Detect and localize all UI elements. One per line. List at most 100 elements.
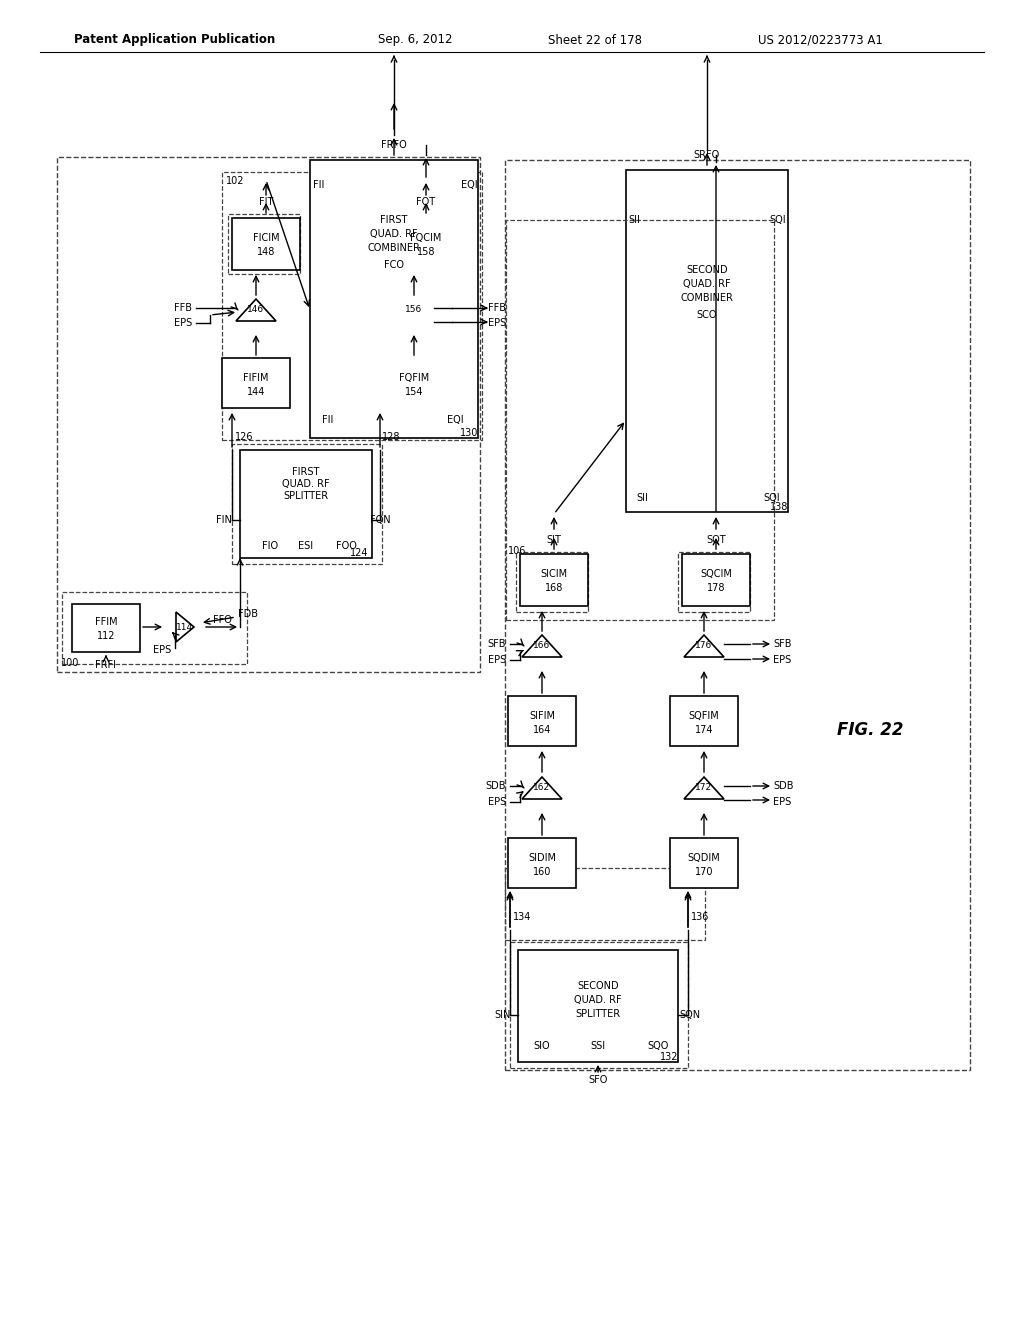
Polygon shape (684, 635, 724, 657)
Text: QUAD. RF: QUAD. RF (574, 995, 622, 1005)
Text: FRFI: FRFI (95, 660, 117, 671)
Text: FQFIM: FQFIM (399, 374, 429, 383)
Text: EQI: EQI (447, 414, 464, 425)
Bar (392, 218, 460, 271)
Bar (510, 942, 688, 1068)
Text: SII: SII (636, 492, 648, 503)
Text: SECOND: SECOND (686, 265, 728, 275)
Text: SQN: SQN (679, 1010, 700, 1020)
Text: SECOND: SECOND (578, 981, 618, 991)
Text: COMBINER: COMBINER (681, 293, 733, 304)
Text: 156: 156 (406, 305, 423, 314)
Text: FDB: FDB (238, 609, 258, 619)
Text: Sep. 6, 2012: Sep. 6, 2012 (378, 33, 453, 46)
Text: FII: FII (322, 414, 334, 425)
Text: FOO: FOO (336, 541, 356, 550)
Bar (240, 450, 372, 558)
Text: SPLITTER: SPLITTER (284, 491, 329, 502)
Text: EPS: EPS (488, 318, 506, 327)
Text: FQT: FQT (417, 197, 435, 207)
Text: SQI: SQI (763, 492, 780, 503)
Text: 146: 146 (248, 305, 264, 314)
Text: 136: 136 (691, 912, 710, 921)
Polygon shape (176, 612, 194, 642)
Text: SQCIM: SQCIM (700, 569, 732, 579)
Text: 144: 144 (247, 387, 265, 397)
Bar (506, 220, 774, 620)
Text: SRFO: SRFO (694, 150, 720, 160)
Bar (72, 605, 140, 652)
Bar (57, 157, 480, 672)
Bar (508, 696, 575, 746)
Text: SQO: SQO (647, 1041, 669, 1051)
Text: SCO: SCO (696, 310, 717, 319)
Bar (380, 358, 449, 408)
Text: SPLITTER: SPLITTER (575, 1008, 621, 1019)
Text: EPS: EPS (773, 797, 792, 807)
Text: SQI: SQI (769, 215, 786, 224)
Text: 172: 172 (695, 784, 713, 792)
Text: EPS: EPS (487, 655, 506, 665)
Text: QUAD. RF: QUAD. RF (371, 228, 418, 239)
Text: FFO: FFO (213, 615, 231, 624)
Text: 114: 114 (176, 623, 194, 631)
Polygon shape (394, 300, 434, 321)
Text: FQN: FQN (370, 515, 390, 525)
Text: 134: 134 (513, 912, 531, 921)
Text: SIN: SIN (495, 1010, 511, 1020)
Text: SDB: SDB (773, 781, 794, 791)
Bar (626, 170, 788, 512)
Text: SDB: SDB (485, 781, 506, 791)
Text: 124: 124 (349, 548, 368, 558)
Bar (232, 218, 300, 271)
Text: 130: 130 (460, 428, 478, 438)
Bar (678, 552, 750, 612)
Text: 148: 148 (257, 247, 275, 257)
Bar (505, 160, 970, 1071)
Bar (222, 358, 290, 408)
Text: FRFO: FRFO (381, 140, 407, 150)
Text: 178: 178 (707, 583, 725, 593)
Text: EPS: EPS (153, 645, 171, 655)
Text: 162: 162 (534, 784, 551, 792)
Text: 138: 138 (770, 502, 788, 512)
Text: 102: 102 (226, 176, 245, 186)
Bar (520, 554, 588, 606)
Text: EPS: EPS (487, 797, 506, 807)
Text: SSI: SSI (591, 1041, 605, 1051)
Text: 154: 154 (404, 387, 423, 397)
Text: SFO: SFO (589, 1074, 607, 1085)
Text: FIN: FIN (216, 515, 232, 525)
Text: 164: 164 (532, 725, 551, 735)
Text: 176: 176 (695, 642, 713, 651)
Text: Sheet 22 of 178: Sheet 22 of 178 (548, 33, 642, 46)
Bar (670, 838, 738, 888)
Text: SFB: SFB (773, 639, 792, 649)
Text: FIG. 22: FIG. 22 (837, 721, 903, 739)
Text: 170: 170 (694, 867, 714, 876)
Text: 158: 158 (417, 247, 435, 257)
Bar (682, 554, 750, 606)
Text: FIRST: FIRST (292, 467, 319, 477)
Text: QUAD. RF: QUAD. RF (683, 279, 731, 289)
Text: COMBINER: COMBINER (368, 243, 421, 253)
Bar (518, 950, 678, 1063)
Text: FCO: FCO (384, 260, 404, 271)
Bar (62, 591, 247, 664)
Text: SIT: SIT (547, 535, 561, 545)
Polygon shape (522, 777, 562, 799)
Text: FICIM: FICIM (253, 234, 280, 243)
Text: 166: 166 (534, 642, 551, 651)
Text: 174: 174 (694, 725, 714, 735)
Bar (516, 552, 588, 612)
Text: SIFIM: SIFIM (529, 711, 555, 721)
Text: QUAD. RF: QUAD. RF (283, 479, 330, 488)
Text: 132: 132 (659, 1052, 678, 1063)
Text: SII: SII (628, 215, 640, 224)
Text: FFB: FFB (174, 304, 193, 313)
Text: FIT: FIT (259, 197, 273, 207)
Text: EQI: EQI (462, 180, 478, 190)
Bar (508, 838, 575, 888)
Text: 160: 160 (532, 867, 551, 876)
Text: ESI: ESI (298, 541, 313, 550)
